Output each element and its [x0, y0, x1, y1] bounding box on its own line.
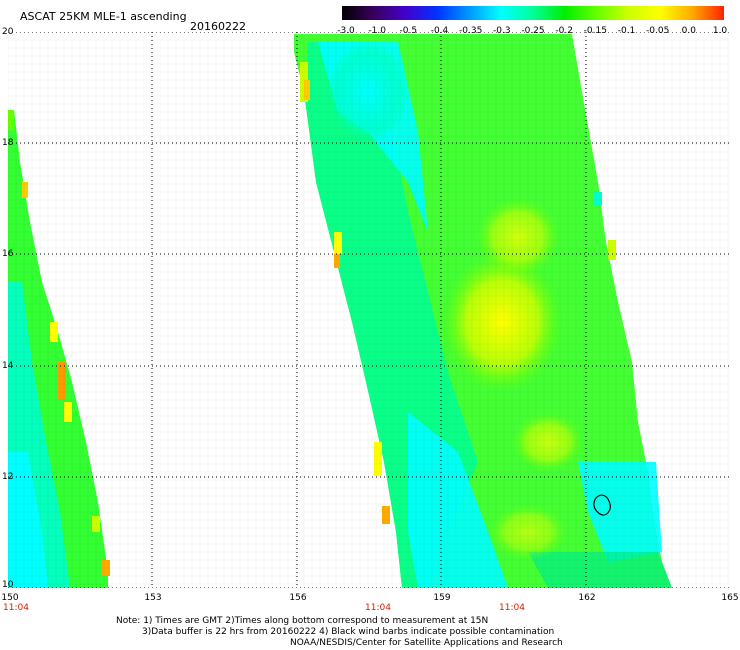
footer-credit: NOAA/NESDIS/Center for Satellite Applica…	[290, 638, 563, 648]
footer-note-line-1: Note: 1) Times are GMT 2)Times along bot…	[116, 616, 489, 626]
scatterometer-map	[8, 32, 730, 588]
lat-label: 18	[2, 138, 14, 148]
color-scale-gradient	[342, 6, 724, 20]
color-scale-label: -3.0	[337, 26, 355, 36]
lon-label: 162	[578, 593, 596, 603]
color-scale-label: -1.0	[368, 26, 386, 36]
lat-label: 16	[2, 249, 14, 259]
swath-time-label: 11:04	[3, 603, 29, 613]
product-date: 20160222	[190, 20, 246, 33]
contamination-marker	[593, 494, 611, 516]
color-scale-label: 1.0	[712, 26, 728, 36]
swath-right	[8, 32, 730, 588]
swath-time-label: 11:04	[499, 603, 525, 613]
color-scale-label: -0.05	[646, 26, 670, 36]
lat-label: 12	[2, 472, 14, 482]
color-scale-label: -0.25	[521, 26, 545, 36]
color-scale-label: -0.5	[399, 26, 418, 36]
product-title: ASCAT 25KM MLE-1 ascending	[20, 10, 187, 23]
color-scale-label: 0.0	[681, 26, 696, 36]
lon-label: 156	[289, 593, 307, 603]
lon-label: 150	[1, 593, 19, 603]
lon-label: 165	[721, 593, 739, 603]
lat-label: 14	[2, 361, 14, 371]
color-scale-bar	[342, 6, 724, 20]
color-scale-label: -0.2	[555, 26, 573, 36]
lat-label: 20	[2, 27, 14, 37]
color-scale-label: -0.1	[617, 26, 636, 36]
footer-note-line-2: 3)Data buffer is 22 hrs from 20160222 4)…	[142, 627, 555, 637]
lon-label: 153	[144, 593, 162, 603]
color-scale-label: -0.15	[583, 26, 607, 36]
graticule	[8, 32, 730, 588]
swath-time-label: 11:04	[365, 603, 391, 613]
lat-label: 10	[2, 580, 14, 590]
color-scale-label: -0.35	[459, 26, 483, 36]
color-scale-label: -0.4	[430, 26, 449, 36]
lon-label: 159	[433, 593, 451, 603]
color-scale-label: -0.3	[493, 26, 511, 36]
